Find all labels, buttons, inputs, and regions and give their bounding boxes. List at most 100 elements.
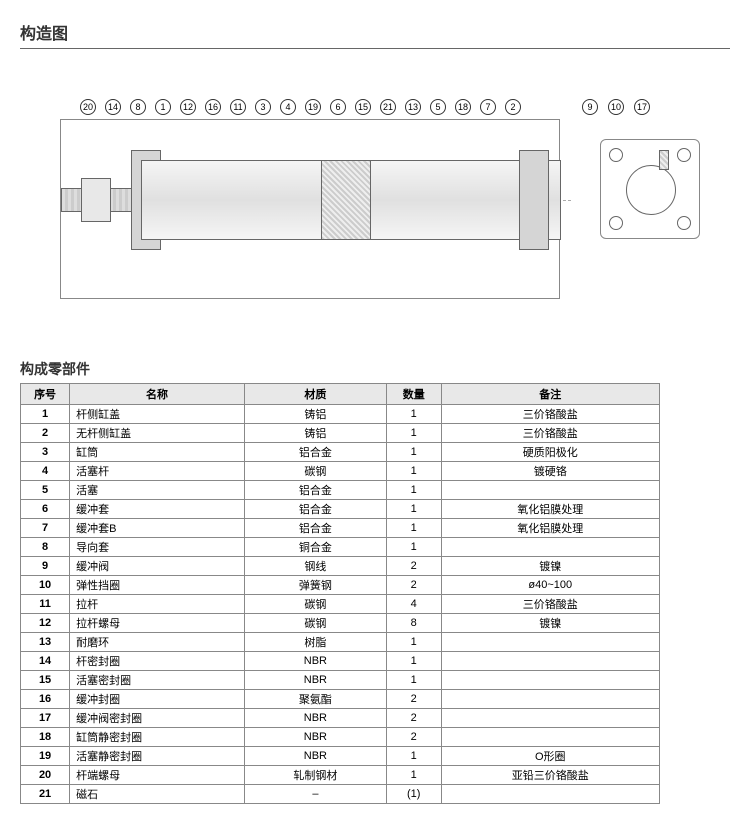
cell-material: 铸铝 (244, 424, 386, 443)
table-row: 20杆端螺母轧制钢材1亚铅三价铬酸盐 (21, 766, 660, 785)
cell-note (441, 690, 659, 709)
cell-material: 树脂 (244, 633, 386, 652)
callout-number: 1 (155, 99, 171, 115)
cell-no: 13 (21, 633, 70, 652)
table-row: 17缓冲阀密封圈NBR2 (21, 709, 660, 728)
cell-name: 磁石 (70, 785, 245, 804)
cell-qty: 2 (386, 690, 441, 709)
cell-no: 12 (21, 614, 70, 633)
cell-material: NBR (244, 652, 386, 671)
callout-number: 21 (380, 99, 396, 115)
cell-material: 铝合金 (244, 481, 386, 500)
cell-note (441, 481, 659, 500)
table-row: 2无杆侧缸盖铸铝1三价铬酸盐 (21, 424, 660, 443)
table-row: 8导向套铜合金1 (21, 538, 660, 557)
table-row: 16缓冲封圈聚氨酯2 (21, 690, 660, 709)
callout-number: 9 (582, 99, 598, 115)
cell-qty: 1 (386, 500, 441, 519)
cell-note (441, 709, 659, 728)
mounting-hole-icon (609, 216, 623, 230)
cell-qty: 8 (386, 614, 441, 633)
cell-name: 缓冲阀密封圈 (70, 709, 245, 728)
cell-no: 10 (21, 576, 70, 595)
cell-qty: 2 (386, 557, 441, 576)
table-row: 6缓冲套铝合金1氧化铝膜处理 (21, 500, 660, 519)
cell-name: 缸筒静密封圈 (70, 728, 245, 747)
cell-no: 5 (21, 481, 70, 500)
callout-number: 2 (505, 99, 521, 115)
cell-material: NBR (244, 709, 386, 728)
cell-note (441, 633, 659, 652)
cell-qty: 1 (386, 747, 441, 766)
cell-qty: 1 (386, 633, 441, 652)
construction-diagram: 2014811216113419615211351872 91017 (20, 59, 730, 339)
cell-qty: 1 (386, 766, 441, 785)
cell-qty: 2 (386, 576, 441, 595)
cell-no: 17 (21, 709, 70, 728)
cell-name: 缸筒 (70, 443, 245, 462)
page-title: 构造图 (20, 20, 730, 49)
cell-material: 轧制钢材 (244, 766, 386, 785)
cell-note: 镀硬铬 (441, 462, 659, 481)
cell-no: 16 (21, 690, 70, 709)
cell-note: 三价铬酸盐 (441, 424, 659, 443)
cell-qty: 1 (386, 424, 441, 443)
mounting-hole-icon (677, 216, 691, 230)
cell-name: 杆侧缸盖 (70, 405, 245, 424)
cell-material: NBR (244, 671, 386, 690)
cell-material: 碳钢 (244, 462, 386, 481)
cell-name: 缓冲封圈 (70, 690, 245, 709)
cell-note (441, 538, 659, 557)
cell-note: 氧化铝膜处理 (441, 519, 659, 538)
table-row: 15活塞密封圈NBR1 (21, 671, 660, 690)
rod-nut (81, 178, 111, 222)
cell-no: 2 (21, 424, 70, 443)
cell-note: 镀镍 (441, 614, 659, 633)
cell-name: 拉杆螺母 (70, 614, 245, 633)
cell-qty: 1 (386, 519, 441, 538)
cell-qty: 1 (386, 462, 441, 481)
callout-number: 18 (455, 99, 471, 115)
cell-material: – (244, 785, 386, 804)
cell-qty: 4 (386, 595, 441, 614)
cell-material: 碳钢 (244, 595, 386, 614)
table-row: 13耐磨环树脂1 (21, 633, 660, 652)
cell-qty: 1 (386, 443, 441, 462)
callout-number: 4 (280, 99, 296, 115)
cushion-valve-port (659, 150, 669, 170)
cell-note (441, 652, 659, 671)
cell-name: 耐磨环 (70, 633, 245, 652)
cell-no: 4 (21, 462, 70, 481)
table-row: 7缓冲套B铝合金1氧化铝膜处理 (21, 519, 660, 538)
cell-name: 拉杆 (70, 595, 245, 614)
parts-list-title: 构成零部件 (20, 359, 730, 379)
rear-cap (519, 150, 549, 250)
cell-note: 亚铅三价铬酸盐 (441, 766, 659, 785)
cell-note: ø40~100 (441, 576, 659, 595)
cell-note: 三价铬酸盐 (441, 595, 659, 614)
callout-number: 11 (230, 99, 246, 115)
callout-number: 10 (608, 99, 624, 115)
cell-note: 镀镍 (441, 557, 659, 576)
callout-number: 7 (480, 99, 496, 115)
cell-material: 铝合金 (244, 519, 386, 538)
cell-name: 杆密封圈 (70, 652, 245, 671)
cell-qty: 1 (386, 481, 441, 500)
cell-material: 聚氨酯 (244, 690, 386, 709)
cell-note: O形圈 (441, 747, 659, 766)
cell-name: 活塞静密封圈 (70, 747, 245, 766)
callout-number: 20 (80, 99, 96, 115)
cell-no: 9 (21, 557, 70, 576)
cell-name: 缓冲套B (70, 519, 245, 538)
piston-assembly (321, 160, 371, 240)
callout-number: 17 (634, 99, 650, 115)
table-row: 3缸筒铝合金1硬质阳极化 (21, 443, 660, 462)
table-row: 14杆密封圈NBR1 (21, 652, 660, 671)
parts-table: 序号 名称 材质 数量 备注 1杆侧缸盖铸铝1三价铬酸盐2无杆侧缸盖铸铝1三价铬… (20, 383, 660, 804)
callout-number: 15 (355, 99, 371, 115)
cell-name: 缓冲套 (70, 500, 245, 519)
callout-number: 14 (105, 99, 121, 115)
col-name: 名称 (70, 384, 245, 405)
col-note: 备注 (441, 384, 659, 405)
table-row: 18缸筒静密封圈NBR2 (21, 728, 660, 747)
